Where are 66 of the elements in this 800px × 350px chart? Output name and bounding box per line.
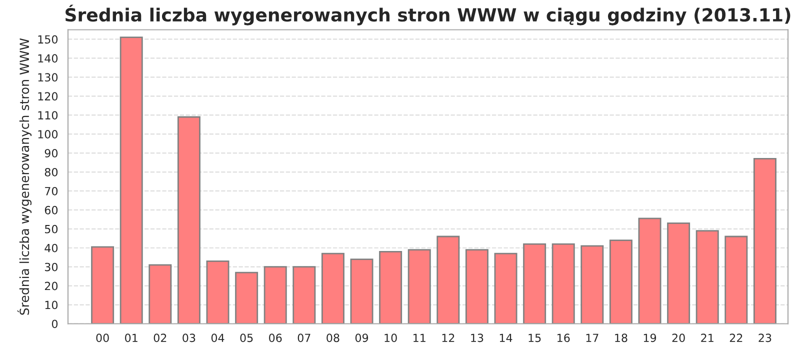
x-tick-label: 15	[528, 334, 541, 342]
x-tick-label: 16	[558, 334, 570, 342]
bar	[667, 222, 690, 324]
y-tick-label: 120	[38, 92, 58, 101]
x-tick-label: 06	[269, 334, 282, 342]
y-tick-label: 90	[44, 149, 58, 158]
bar	[724, 236, 748, 324]
bar	[292, 266, 316, 324]
bar	[264, 266, 287, 324]
x-tick-label: 03	[182, 334, 196, 342]
y-tick-label: 20	[44, 282, 58, 290]
x-tick-label: 18	[615, 334, 628, 342]
y-tick-label: 150	[38, 35, 58, 44]
bar	[350, 258, 374, 324]
bar	[321, 252, 344, 324]
y-tick-label: 70	[45, 186, 58, 196]
x-tick-label: 05	[240, 334, 253, 342]
bar	[696, 230, 719, 324]
bar	[552, 243, 575, 324]
bar	[465, 249, 488, 324]
bar	[436, 236, 460, 324]
x-tick-label: 04	[211, 334, 224, 342]
x-tick-label: 00	[96, 334, 109, 342]
y-tick-label: 40	[44, 244, 58, 252]
y-tick-label: 110	[38, 111, 58, 120]
bar	[580, 245, 604, 324]
bar	[609, 240, 632, 324]
x-tick-label: 20	[672, 334, 685, 342]
bar	[379, 250, 402, 324]
x-tick-label: 12	[442, 334, 454, 342]
y-tick-label: 140	[38, 54, 58, 63]
x-tick-label: 10	[384, 334, 397, 342]
y-tick-label: 130	[38, 73, 58, 82]
bar	[235, 272, 258, 324]
y-tick-label: 0	[52, 320, 58, 328]
y-tick-label: 50	[44, 224, 58, 234]
bar	[408, 249, 431, 324]
y-tick-label: 10	[45, 300, 58, 310]
x-tick-label: 11	[414, 334, 426, 342]
x-tick-label: 21	[701, 334, 714, 342]
y-tick-label: 80	[44, 168, 58, 176]
x-tick-label: 17	[586, 334, 598, 342]
bar	[753, 158, 776, 324]
x-tick-label: 14	[500, 334, 512, 342]
x-tick-label: 19	[644, 334, 656, 342]
x-tick-label: 22	[730, 334, 742, 342]
bar	[638, 218, 662, 324]
bar	[120, 36, 143, 324]
bar	[148, 264, 172, 324]
y-tick-label: 100	[38, 130, 58, 138]
bar	[91, 246, 114, 324]
bar	[177, 116, 200, 324]
x-tick-label: 07	[298, 334, 310, 342]
x-tick-label: 01	[125, 334, 138, 342]
x-tick-label: 08	[326, 334, 340, 342]
bar	[523, 243, 546, 324]
x-tick-label: 13	[471, 334, 484, 342]
x-tick-label: 23	[758, 334, 772, 342]
y-tick-label: 60	[44, 206, 58, 214]
x-tick-label: 02	[154, 334, 166, 342]
bar	[494, 252, 518, 324]
y-tick-label: 30	[44, 262, 58, 272]
bar	[206, 260, 230, 324]
y-axis-title: Średnia liczba wygenerowanych stron WWW	[17, 38, 32, 315]
x-tick-label: 09	[355, 334, 368, 342]
chart-title: Średnia liczba wygenerowanych stron WWW w ciągu godziny (2013.11)	[66, 4, 790, 26]
